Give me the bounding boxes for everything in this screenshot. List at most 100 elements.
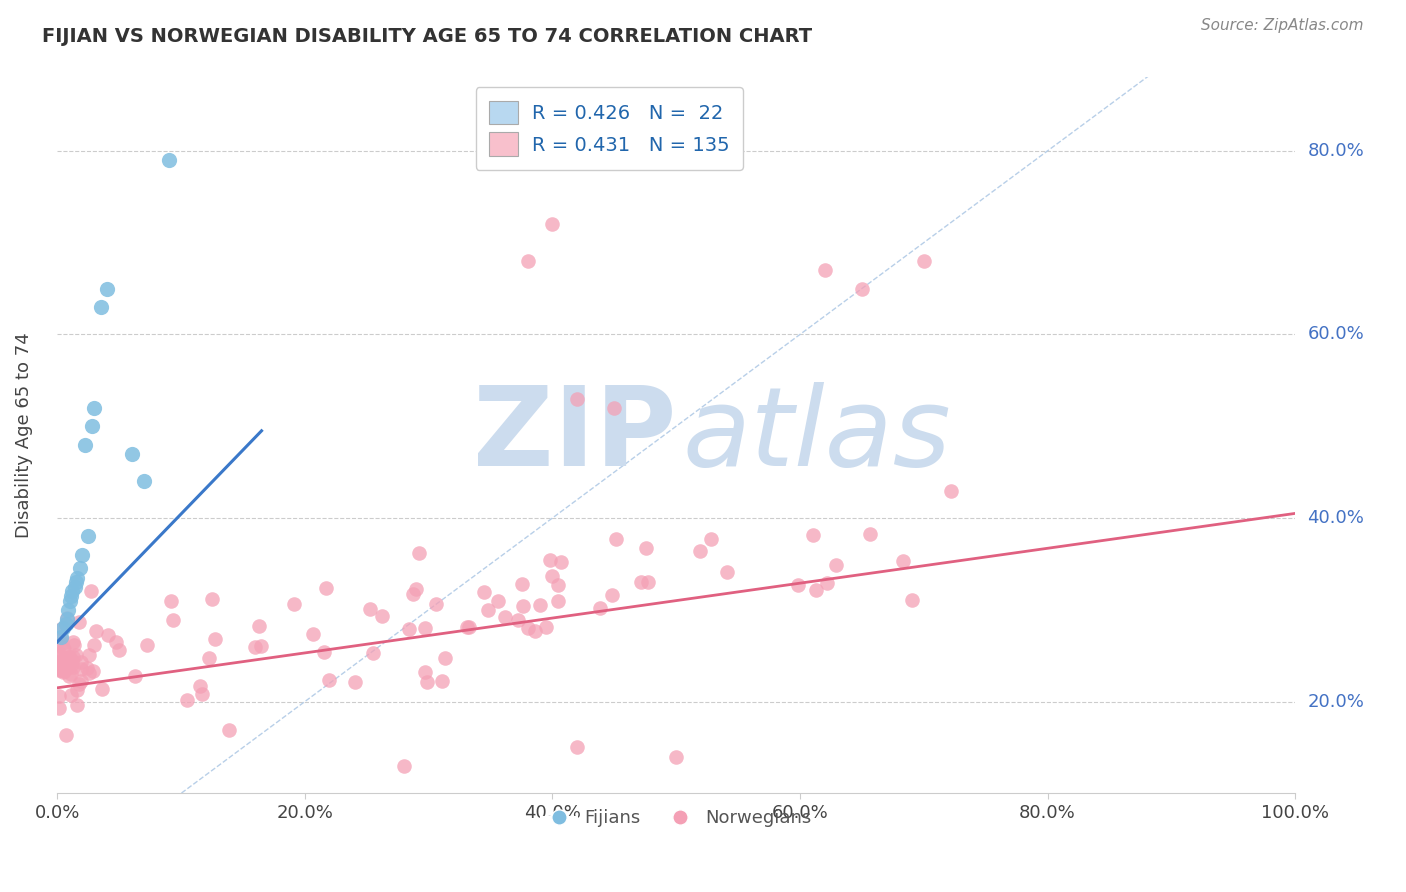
Point [60,584,83,599]
Point [283,597,305,611]
Point [312,645,335,659]
Point [49,632,72,646]
Point [912,254,935,268]
Point [900,593,922,607]
Point [315,582,337,596]
Point [851,281,873,295]
Point [700,533,723,547]
Point [204,632,226,647]
Point [359,601,381,615]
Point [160,594,183,608]
Point [413,621,436,635]
Point [51,664,73,678]
Point [815,576,838,591]
Point [415,674,437,689]
Point [547,594,569,608]
Point [408,546,430,560]
Point [66,698,89,712]
Point [787,578,810,592]
Point [344,674,367,689]
Point [249,619,271,633]
Point [136,638,159,652]
Point [52,665,75,680]
Point [58,603,80,617]
Point [97,628,120,642]
Point [456,620,478,634]
Point [69,561,91,575]
Point [825,558,848,572]
Text: atlas: atlas [682,382,950,489]
Point [716,565,738,579]
Point [302,627,325,641]
Point [243,640,266,655]
Point [132,475,155,489]
Point [58,649,80,664]
Point [398,622,420,636]
Point [73,437,96,451]
Point [201,591,224,606]
Point [58,669,80,683]
Point [60,654,83,668]
Point [65,648,87,663]
Point [70,655,93,669]
Point [55,616,77,631]
Point [689,544,711,558]
Text: 20.0%: 20.0% [1308,692,1364,711]
Point [941,484,963,499]
Text: 60.0%: 60.0% [1308,326,1364,343]
Point [190,679,212,693]
Point [474,585,496,599]
Point [538,552,561,566]
Point [104,634,127,648]
Text: 80.0%: 80.0% [1308,142,1364,160]
Point [567,740,589,755]
Point [48,649,70,664]
Point [162,613,184,627]
Point [893,553,915,567]
Point [65,575,87,590]
Point [636,541,658,555]
Point [318,673,340,687]
Point [250,639,273,653]
Text: Source: ZipAtlas.com: Source: ZipAtlas.com [1201,18,1364,33]
Point [402,587,425,601]
Point [433,650,456,665]
Point [547,578,569,592]
Point [49,622,72,636]
Point [858,526,880,541]
Point [121,447,143,461]
Point [63,638,86,652]
Legend: Fijians, Norwegians: Fijians, Norwegians [533,802,818,834]
Point [48,657,70,672]
Point [55,728,77,742]
Point [70,674,93,689]
Point [48,700,70,714]
Point [458,620,481,634]
Point [512,599,534,613]
Point [605,532,627,546]
Point [506,613,529,627]
Text: FIJIAN VS NORWEGIAN DISABILITY AGE 65 TO 74 CORRELATION CHART: FIJIAN VS NORWEGIAN DISABILITY AGE 65 TO… [42,27,813,45]
Point [494,610,516,624]
Text: 40.0%: 40.0% [1308,509,1364,527]
Point [510,576,533,591]
Point [90,681,112,696]
Point [630,575,652,590]
Point [77,665,100,680]
Point [63,580,86,594]
Point [83,401,105,415]
Y-axis label: Disability Age 65 to 74: Disability Age 65 to 74 [15,333,32,538]
Point [637,575,659,590]
Point [425,597,447,611]
Point [806,583,828,598]
Point [48,647,70,661]
Point [96,281,118,295]
Point [53,660,76,674]
Point [80,419,103,434]
Point [59,589,82,603]
Point [534,620,557,634]
Point [665,749,688,764]
Point [477,603,499,617]
Point [58,660,80,674]
Point [48,690,70,704]
